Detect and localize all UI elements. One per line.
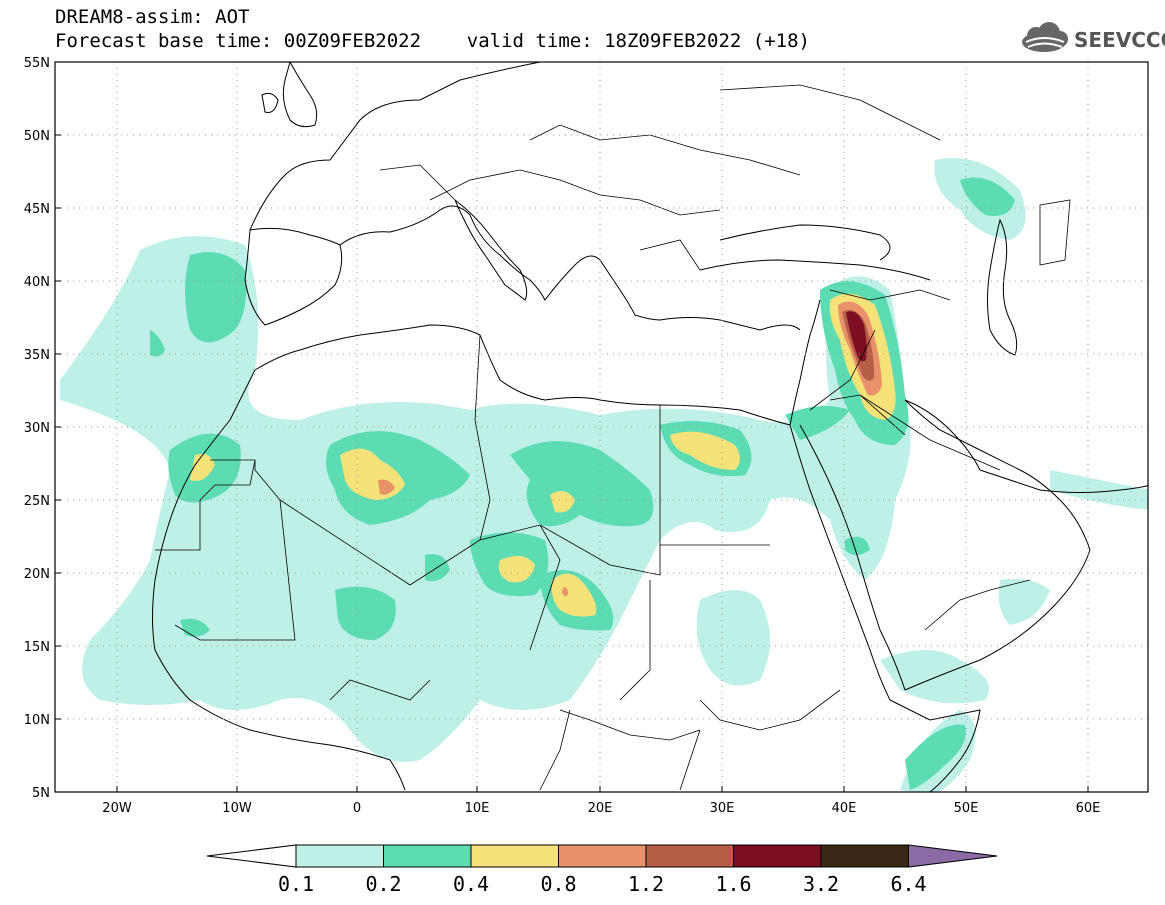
lat-label: 55N [24,56,50,71]
aot-level-1-6 [846,311,867,362]
colorbar-segment [645,844,734,868]
colorbar-label: 0.8 [540,872,577,896]
lat-label: 35N [24,348,50,363]
lat-label: 50N [24,129,50,144]
colorbar-segment [295,844,384,868]
lon-label: 60E [1076,801,1101,816]
lat-label: 45N [24,202,50,217]
colorbar-segment [733,844,822,868]
borders [155,84,1071,791]
lat-label: 5N [32,786,50,801]
lat-label: 40N [24,275,50,290]
lon-label: 30E [710,801,735,816]
lon-label: 0 [353,801,361,816]
colorbar-label: 3.2 [802,872,840,896]
colorbar [206,844,998,868]
colorbar-label: 1.2 [627,872,665,896]
forecast-time-line: Forecast base time: 00Z09FEB2022 valid t… [55,30,810,52]
colorbar-segment [820,844,909,868]
longitude-labels: 20W 10W 0 10E 20E 30E 40E 50E 60E [102,801,1100,816]
colorbar-label: 0.1 [277,872,315,896]
axis-ticks [55,61,1089,793]
colorbar-segment [470,844,559,868]
colorbar-label: 6.4 [890,872,927,896]
colorbar-segment [558,844,647,868]
lat-label: 20N [24,567,50,582]
lon-label: 10W [222,801,252,816]
colorbar-high-arrow [908,844,998,868]
aot-field [60,158,1148,792]
lon-label: 40E [832,801,857,816]
lat-label: 30N [24,421,50,436]
colorbar-label: 1.6 [715,872,752,896]
colorbar-label: 0.4 [452,872,490,896]
lat-label: 15N [24,640,50,655]
lon-label: 20E [588,801,613,816]
lon-label: 10E [465,801,490,816]
colorbar-label: 0.2 [365,872,402,896]
colorbar-segment [383,844,472,868]
lat-label: 10N [24,713,50,728]
logo-text: SEEVCCC [1074,28,1165,52]
latitude-labels: 55N 50N 45N 40N 35N 30N 25N 20N 15N 10N … [24,56,50,801]
colorbar-low-arrow [206,844,297,868]
lon-label: 50E [954,801,979,816]
seevccc-logo [1022,22,1068,52]
lon-label: 20W [102,801,132,816]
map-title: DREAM8-assim: AOT [55,6,250,28]
lat-label: 25N [24,494,50,509]
graticule [55,62,1148,792]
